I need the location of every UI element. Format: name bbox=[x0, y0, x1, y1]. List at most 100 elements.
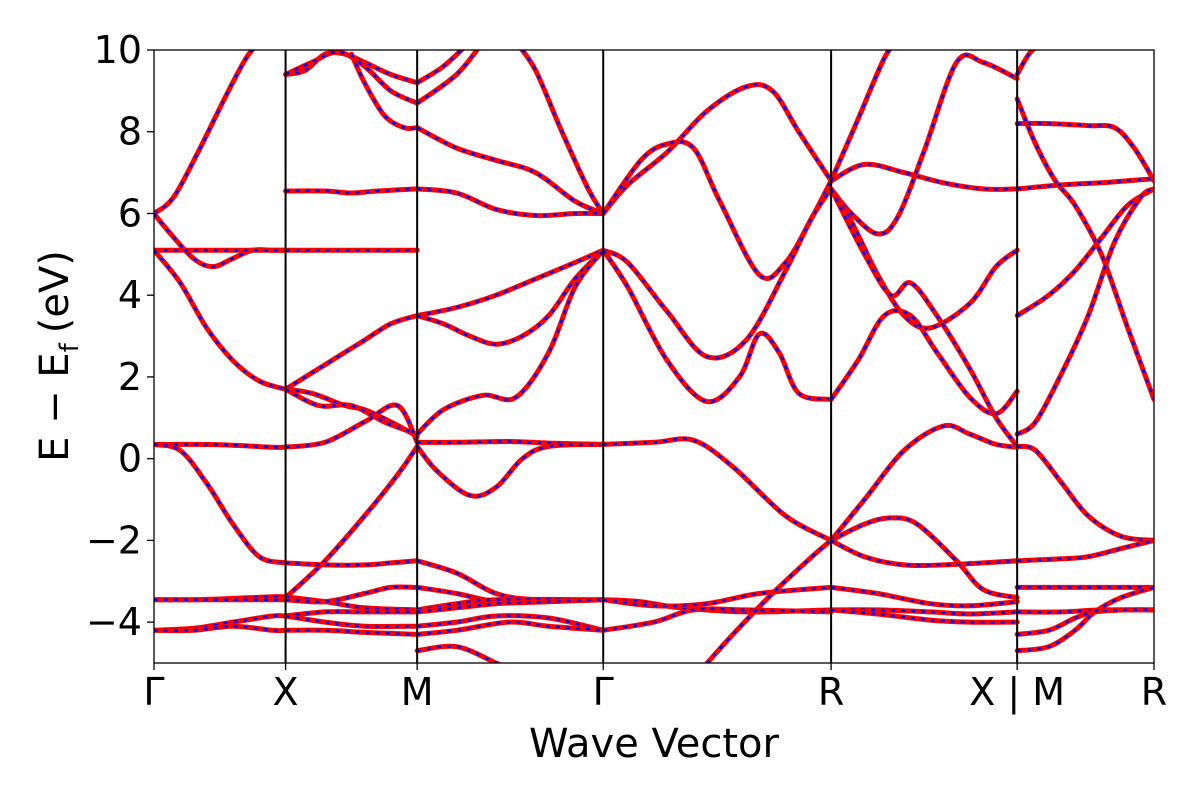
band-line-overlay-74 bbox=[1017, 608, 1154, 636]
band-line-overlay-68 bbox=[1016, 187, 1154, 317]
band-line-overlay-12 bbox=[350, 53, 418, 130]
band-line-46 bbox=[600, 247, 834, 405]
band-line-53 bbox=[828, 50, 893, 184]
y-tick-label-6: −2 bbox=[86, 518, 142, 562]
band-line-overlay-0 bbox=[154, 50, 254, 215]
band-line-24 bbox=[283, 613, 420, 630]
band-line-26 bbox=[414, 50, 465, 86]
band-line-52 bbox=[828, 161, 1020, 192]
y-axis-label: E − Ef (eV) bbox=[32, 250, 85, 462]
plot-frame bbox=[153, 49, 1155, 664]
y-tick-label-0: 10 bbox=[94, 28, 142, 72]
band-line-66 bbox=[1014, 120, 1154, 184]
band-line-49 bbox=[600, 584, 834, 609]
band-line-64 bbox=[1014, 50, 1037, 77]
band-line-overlay-51 bbox=[705, 539, 832, 663]
kpoint-lines bbox=[284, 50, 1019, 663]
band-line-overlay-67 bbox=[1017, 177, 1154, 191]
band-line-19 bbox=[283, 443, 420, 601]
band-line-overlay-70 bbox=[1016, 445, 1154, 542]
band-line-overlay-43 bbox=[602, 83, 833, 215]
band-line-71 bbox=[1014, 537, 1154, 564]
band-line-27 bbox=[414, 50, 481, 106]
band-line-overlay-27 bbox=[416, 50, 479, 105]
band-line-overlay-41 bbox=[417, 620, 604, 636]
band-lines bbox=[154, 50, 1154, 663]
band-line-32 bbox=[414, 247, 606, 347]
band-line-overlay-45 bbox=[602, 188, 833, 360]
band-line-overlay-35 bbox=[416, 443, 604, 498]
band-line-13 bbox=[283, 186, 420, 196]
band-line-3 bbox=[154, 247, 289, 392]
x-tick-label-1: X bbox=[273, 670, 299, 714]
band-line-overlay-18 bbox=[285, 403, 419, 449]
band-line-44 bbox=[600, 139, 834, 281]
band-line-overlay-60 bbox=[830, 539, 1018, 567]
band-line-overlay-28 bbox=[416, 126, 604, 215]
band-line-overlay-64 bbox=[1016, 50, 1035, 76]
x-tick-label-6: R bbox=[1141, 670, 1167, 714]
y-tick-label-7: −4 bbox=[86, 600, 142, 644]
y-axis-label-main: E − E bbox=[32, 352, 78, 462]
band-line-overlay-54 bbox=[830, 53, 1018, 236]
band-line-overlay-42 bbox=[417, 644, 500, 663]
band-line-overlay-29 bbox=[520, 50, 605, 215]
band-line-22 bbox=[283, 584, 420, 605]
band-line-overlay-31 bbox=[416, 249, 604, 317]
band-line-overlay-26 bbox=[416, 50, 464, 84]
band-line-overlay-65 bbox=[1016, 98, 1154, 400]
band-line-9 bbox=[154, 623, 289, 634]
band-line-overlay-38 bbox=[417, 598, 604, 612]
band-line-overlay-50 bbox=[602, 607, 832, 632]
band-line-39 bbox=[414, 597, 606, 615]
band-line-overlay-58 bbox=[830, 516, 1018, 599]
band-line-54 bbox=[828, 52, 1020, 237]
band-line-overlay-30 bbox=[417, 187, 604, 217]
band-line-overlay-3 bbox=[154, 249, 286, 391]
x-axis-ticks: Γ X M Γ R X | M R bbox=[143, 663, 1167, 715]
band-line-overlay-40 bbox=[417, 614, 604, 632]
band-line-overlay-57 bbox=[830, 309, 1019, 415]
band-line-overlay-10 bbox=[285, 51, 418, 84]
band-line-23 bbox=[283, 609, 420, 619]
band-line-36 bbox=[414, 558, 606, 603]
band-line-47 bbox=[600, 436, 834, 543]
band-line-56 bbox=[828, 186, 1020, 449]
band-line-overlay-52 bbox=[830, 163, 1018, 191]
band-line-0 bbox=[154, 50, 256, 216]
band-line-overlay-49 bbox=[603, 586, 832, 608]
band-line-overlay-69 bbox=[1016, 187, 1154, 436]
band-line-overlay-63 bbox=[830, 608, 1018, 624]
x-tick-label-5: X | M bbox=[969, 670, 1065, 715]
band-line-70 bbox=[1014, 443, 1154, 543]
band-line-28 bbox=[414, 125, 606, 216]
band-line-overlay-59 bbox=[830, 424, 1018, 542]
band-line-overlay-33 bbox=[416, 249, 605, 436]
band-line-overlay-20 bbox=[285, 559, 418, 567]
band-line-4 bbox=[154, 441, 289, 450]
band-line-51 bbox=[703, 537, 834, 663]
band-line-55 bbox=[828, 186, 1020, 331]
band-line-overlay-15 bbox=[284, 314, 418, 391]
y-tick-label-2: 6 bbox=[118, 191, 142, 235]
y-axis-label-unit: (eV) bbox=[32, 250, 78, 333]
band-line-overlay-5 bbox=[154, 443, 286, 565]
band-line-overlay-53 bbox=[829, 50, 891, 182]
band-line-overlay-75 bbox=[1017, 586, 1154, 652]
band-line-overlay-55 bbox=[830, 188, 1018, 330]
x-tick-label-2: M bbox=[401, 670, 434, 714]
band-line-overlay-62 bbox=[831, 608, 1018, 616]
band-line-25 bbox=[283, 627, 420, 637]
y-axis-ticks: 10 8 6 4 2 0 −2 −4 bbox=[86, 28, 154, 644]
band-line-overlay-19 bbox=[284, 445, 419, 599]
band-line-overlay-61 bbox=[830, 586, 1018, 608]
y-tick-label-3: 4 bbox=[118, 273, 142, 317]
band-line-1 bbox=[154, 211, 289, 270]
y-tick-label-4: 2 bbox=[118, 355, 142, 399]
y-tick-label-5: 0 bbox=[118, 437, 142, 481]
band-line-75 bbox=[1014, 584, 1154, 654]
x-tick-label-4: R bbox=[818, 670, 844, 714]
band-line-overlay-71 bbox=[1017, 539, 1154, 563]
band-line-17 bbox=[283, 386, 420, 437]
